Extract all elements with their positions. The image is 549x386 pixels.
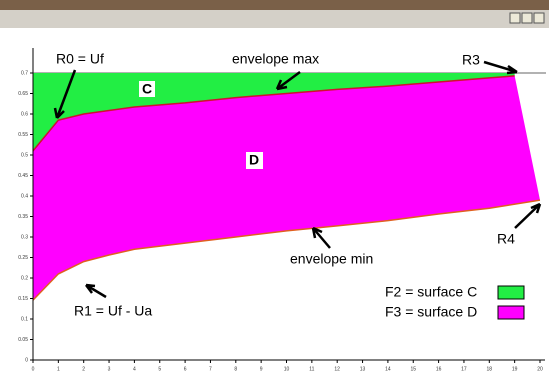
legend-swatch: [498, 306, 524, 319]
chart-window: 0 0.05 0.1 0.15 0.2 0.25 0.3 0.35 0.4 0.45 0.5 0.55…: [0, 0, 549, 386]
annotation: R3: [462, 52, 480, 68]
x-tick-label: 13: [360, 366, 366, 372]
x-tick-label: 3: [108, 366, 111, 372]
x-tick-label: 10: [284, 366, 290, 372]
y-tick-label: 0: [25, 357, 28, 363]
x-tick-label: 6: [184, 366, 187, 372]
y-tick-label: 0.6: [21, 111, 28, 117]
x-tick-label: 20: [537, 366, 543, 372]
x-tick-label: 2: [82, 366, 85, 372]
x-tick-label: 8: [234, 366, 237, 372]
y-tick-label: 0.65: [18, 91, 28, 97]
x-tick-label: 12: [334, 366, 340, 372]
y-tick-label: 0.45: [18, 173, 28, 179]
x-tick-label: 9: [260, 366, 263, 372]
title-bar: [0, 10, 549, 28]
series-label: envelope max: [232, 51, 319, 67]
close-button[interactable]: [534, 13, 544, 23]
x-tick-label: 15: [410, 366, 416, 372]
fill-label: D: [249, 152, 259, 168]
legend-label: F3 = surface D: [385, 304, 477, 320]
y-tick-label: 0.35: [18, 214, 28, 220]
x-tick-label: 16: [436, 366, 442, 372]
y-tick-label: 0.5: [21, 152, 28, 158]
x-tick-label: 0: [32, 366, 35, 372]
maximize-button[interactable]: [522, 13, 532, 23]
minimize-button[interactable]: [510, 13, 520, 23]
legend-label: F2 = surface C: [385, 284, 477, 300]
series-label: envelope min: [290, 251, 373, 267]
x-tick-label: 7: [209, 366, 212, 372]
y-tick-label: 0.05: [18, 337, 28, 343]
x-tick-label: 1: [57, 366, 60, 372]
x-tick-label: 18: [487, 366, 493, 372]
x-tick-label: 11: [309, 366, 314, 372]
x-tick-label: 19: [512, 366, 518, 372]
x-tick-label: 14: [385, 366, 391, 372]
legend-swatch: [498, 286, 524, 299]
y-tick-label: 0.15: [18, 296, 28, 302]
annotation: R1 = Uf - Ua: [74, 303, 152, 319]
y-tick-label: 0.55: [18, 132, 28, 138]
annotation: R4: [497, 231, 515, 247]
y-tick-label: 0.7: [21, 70, 28, 76]
y-tick-label: 0.1: [21, 316, 28, 322]
x-tick-label: 17: [461, 366, 467, 372]
y-tick-label: 0.25: [18, 255, 28, 261]
y-tick-label: 0.4: [21, 193, 28, 199]
annotation: R0 = Uf: [56, 51, 104, 67]
top-strip: [0, 0, 549, 10]
y-tick-label: 0.3: [21, 234, 28, 240]
x-tick-label: 4: [133, 366, 136, 372]
fill-label: C: [142, 81, 152, 97]
y-tick-label: 0.2: [21, 275, 28, 281]
x-tick-label: 5: [158, 366, 161, 372]
